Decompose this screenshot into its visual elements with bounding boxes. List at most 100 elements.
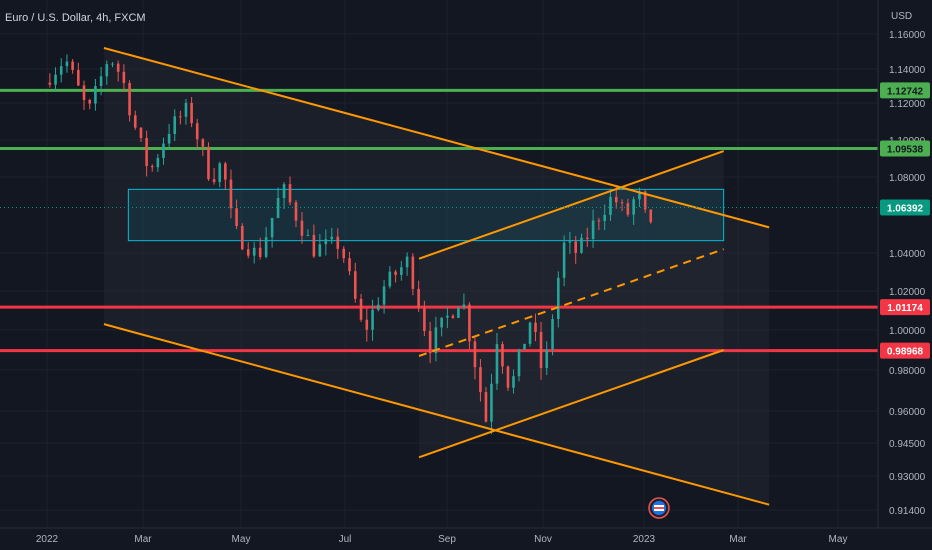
candle-body [534,322,537,333]
candle-body [539,332,543,369]
candle-body [306,234,310,236]
candle-body [190,102,193,124]
price-badge-label: 1.09538 [887,145,924,156]
descending-channel-fill [103,48,770,505]
candle-body [512,376,515,388]
y-tick-label: 1.12000 [889,99,926,110]
y-tick-label: 1.00000 [889,326,926,337]
candle-body [270,217,274,238]
candle-body [342,248,346,259]
candle-body [145,137,148,167]
price-badge-green [880,140,930,157]
candle-body [195,123,199,140]
candle-body [167,133,171,144]
candle-body [258,247,262,257]
price-badge-last [880,199,930,216]
candle-body [65,61,69,67]
y-tick-label: 1.14000 [889,65,926,76]
price-badge-green [880,82,930,99]
candle-body [173,116,177,134]
zones [103,48,770,505]
x-tick-label: Mar [729,534,747,545]
candle-body [551,318,554,350]
candle-body [59,66,63,75]
candle-body [201,139,205,147]
chart-legend-title: Euro / U.S. Dollar, 4h, FXCM [5,12,146,24]
candle-body [94,85,97,104]
candle-body [462,304,466,308]
candles [48,54,653,435]
price-badge-label: 1.12742 [887,86,924,97]
candle-body [394,271,397,275]
candle-body [473,341,477,368]
candle-body [348,258,351,272]
candle-body [71,61,74,70]
x-tick-label: Jul [339,534,352,545]
candle-body [365,319,369,330]
candle-body [184,102,188,117]
candle-body [446,315,449,318]
trendline-solid [418,349,724,459]
candle-body [207,146,210,180]
candle-body [614,196,618,203]
candle-body [156,157,160,168]
x-tick-label: May [829,534,848,545]
candle-body [400,267,403,275]
candle-body [597,220,601,222]
candle-body [506,366,510,388]
price-badge-red [880,299,930,316]
candle-body [179,116,182,118]
candle-body [99,76,103,86]
y-tick-label: 0.94500 [889,439,926,450]
candle-body [434,327,438,354]
candle-body [440,317,443,328]
price-badge-label: 1.06392 [887,204,924,215]
candle-body [405,256,409,268]
candle-body [139,127,143,138]
candle-body [111,63,114,65]
candle-body [82,85,86,100]
candle-body [282,184,286,199]
candle-body [411,256,415,289]
x-tick-label: Sep [438,534,456,545]
candle-body [603,214,606,221]
flag-icon[interactable] [648,497,670,519]
candle-body [528,322,532,344]
candle-body [218,163,222,183]
x-tick-label: 2022 [36,534,59,545]
candle-body [318,244,322,257]
candle-body [501,344,504,367]
candle-body [580,237,583,253]
candle-body [122,71,126,84]
candle-body [495,344,499,384]
candle-body [336,236,340,249]
candle-body [574,241,578,253]
candle-body [288,184,292,203]
price-badge-label: 0.98968 [887,347,924,358]
y-tick-label: 0.93000 [889,472,926,483]
candle-body [330,236,334,240]
candle-body [638,191,641,200]
candle-body [377,304,380,310]
candle-body [162,143,165,158]
candle-body [300,220,304,236]
candle-body [620,202,624,204]
candle-body [545,349,549,369]
candle-body [479,367,482,393]
candle-body [240,225,244,250]
candle-body [212,179,216,183]
y-tick-label: 0.91400 [889,506,926,517]
price-badge-label: 1.01174 [887,303,923,314]
candle-body [568,241,572,243]
grid [0,0,878,528]
candle-body [224,163,227,180]
candle-body [128,83,131,116]
rising-channel-fill [419,151,724,458]
y-tick-label: 1.16000 [889,30,926,41]
flag-icon-stripe-red [654,507,664,509]
candle-body [324,239,328,245]
candle-body [252,247,256,256]
y-tick-label: 0.96000 [889,407,926,418]
candle-body [359,298,363,320]
